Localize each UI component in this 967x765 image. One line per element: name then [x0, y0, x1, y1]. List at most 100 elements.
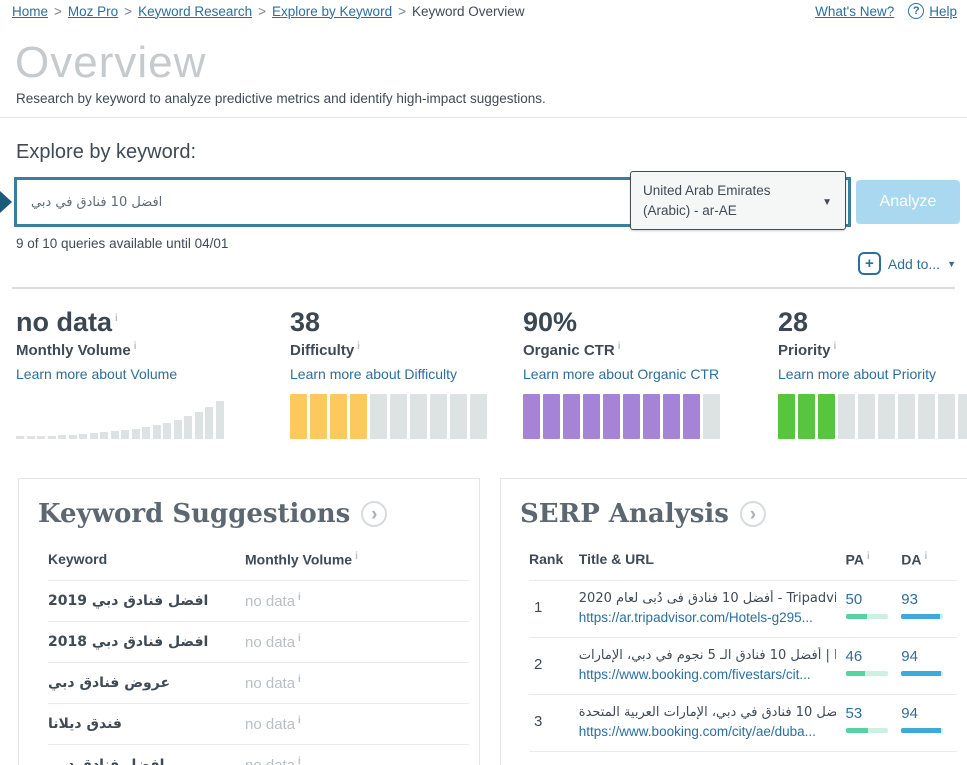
da-column-header: DA i	[901, 551, 928, 568]
info-icon[interactable]: i	[298, 632, 301, 644]
suggestion-keyword: عروض فنادق دبي	[48, 674, 171, 691]
bar-segment	[603, 394, 620, 439]
learn-more-difficulty-link[interactable]: Learn more about Difficulty	[290, 366, 458, 382]
volume-histogram	[16, 394, 290, 439]
serp-analysis-title: SERP Analysis ›	[501, 479, 967, 529]
domain-authority-value: 94	[901, 647, 918, 665]
bar-segment	[643, 394, 660, 439]
domain-authority-bar-fill	[901, 613, 941, 619]
bar-segment	[818, 394, 835, 439]
locale-select[interactable]: United Arab Emirates (Arabic) - ar-AE ▼	[630, 171, 846, 230]
bar-segment	[798, 394, 815, 439]
serp-result-url[interactable]: https://ar.tripadvisor.com/Hotels-g295..…	[578, 609, 813, 625]
volume-histogram-bar	[215, 401, 224, 439]
priority-label: Priority i	[778, 341, 837, 359]
bar-segment	[623, 394, 640, 439]
serp-rank: 3	[534, 712, 543, 730]
page-authority-bar	[845, 727, 888, 733]
domain-authority-bar	[901, 613, 944, 619]
bar-segment	[370, 394, 387, 439]
breadcrumb-explore-by-keyword[interactable]: Explore by Keyword	[272, 3, 393, 19]
open-suggestions-icon[interactable]: ›	[361, 501, 388, 527]
suggestion-row: عروض فنادق دبي no data i	[48, 661, 469, 703]
bar-segment	[450, 394, 467, 439]
volume-column-header: Monthly Volume i	[245, 551, 358, 568]
volume-histogram-bar	[184, 416, 192, 439]
metrics-row: no data i Monthly Volume i Learn more abou…	[16, 307, 967, 439]
volume-histogram-bar	[79, 434, 87, 439]
volume-histogram-bar	[173, 420, 182, 439]
learn-more-priority-link[interactable]: Learn more about Priority	[778, 366, 936, 382]
bar-segment	[330, 394, 347, 439]
open-serp-icon[interactable]: ›	[739, 501, 766, 527]
expand-arrow-icon[interactable]	[0, 191, 12, 213]
suggestion-keyword: افضل فنادق دبي 2018	[48, 633, 209, 650]
info-icon[interactable]: i	[357, 341, 360, 352]
whats-new-link[interactable]: What's New?	[815, 3, 895, 19]
organic-ctr-bar	[523, 394, 778, 439]
bar-segment	[583, 394, 600, 439]
help-label[interactable]: Help	[929, 3, 957, 19]
help-icon: ?	[908, 3, 925, 19]
volume-histogram-bar	[26, 436, 35, 439]
serp-rank: 2	[534, 655, 543, 673]
domain-authority: 93	[901, 590, 957, 628]
bar-segment	[430, 394, 447, 439]
info-icon[interactable]: i	[298, 673, 301, 685]
learn-more-organic-ctr-link[interactable]: Learn more about Organic CTR	[523, 366, 720, 382]
page-title: Overview	[15, 38, 207, 87]
bar-segment	[523, 394, 540, 439]
locale-line1: United Arab Emirates	[643, 183, 771, 198]
volume-histogram-bar	[16, 436, 24, 439]
metric-organic-ctr: 90% Organic CTR i Learn more about Organi…	[523, 307, 778, 439]
breadcrumb-home[interactable]: Home	[12, 3, 49, 19]
info-icon[interactable]: i	[298, 591, 301, 603]
bar-segment	[310, 394, 327, 439]
breadcrumb-keyword-research[interactable]: Keyword Research	[138, 3, 253, 19]
domain-authority-bar	[901, 670, 944, 676]
serp-result-url[interactable]: https://www.booking.com/city/ae/duba...	[578, 723, 816, 739]
info-icon[interactable]: i	[833, 341, 837, 352]
metric-difficulty: 38 Difficulty i Learn more about Difficul…	[290, 307, 523, 439]
info-icon[interactable]: i	[298, 755, 301, 765]
info-icon[interactable]: i	[133, 341, 137, 352]
chevron-down-icon: ▼	[947, 258, 956, 269]
add-to-button[interactable]: + Add to... ▼	[857, 252, 956, 275]
page-authority-value: 46	[845, 647, 863, 665]
serp-table-body: 1 أفضل 10 فنادق فى دُبى لعام 2020 - Tripa…	[529, 579, 957, 752]
bar-segment	[563, 394, 580, 439]
analyze-button[interactable]: Analyze	[856, 180, 960, 224]
serp-table-header: Rank Title & URL PA i DA i	[529, 551, 957, 580]
header-divider	[0, 117, 967, 118]
info-icon[interactable]: i	[115, 313, 118, 324]
volume-histogram-bar	[110, 431, 119, 439]
suggestion-row: افضل فنادق دبي 2018 no data i	[48, 620, 469, 662]
info-icon[interactable]: i	[617, 341, 621, 352]
domain-authority: 94	[901, 647, 957, 685]
info-icon[interactable]: i	[355, 551, 358, 562]
help-link[interactable]: ? Help	[908, 3, 957, 19]
serp-result-url[interactable]: https://www.booking.com/fivestars/cit...	[578, 666, 811, 682]
domain-authority-value: 93	[901, 590, 918, 608]
serp-result-title: أفضل 10 فنادق فى دُبى لعام 2020 - Tripad…	[578, 590, 836, 606]
info-icon[interactable]: i	[924, 551, 928, 562]
breadcrumb-moz-pro[interactable]: Moz Pro	[67, 3, 119, 19]
domain-authority: 94	[901, 704, 957, 742]
breadcrumb-separator: >	[54, 3, 62, 19]
suggestions-table: Keyword Monthly Volume i افضل فنادق دبي 2…	[48, 551, 469, 765]
rank-column-header: Rank	[529, 551, 564, 567]
info-icon[interactable]: i	[298, 714, 301, 726]
bar-segment	[858, 394, 875, 439]
serp-analysis-panel: SERP Analysis › Rank Title & URL PA i DA i…	[500, 478, 967, 765]
chevron-down-icon: ▼	[822, 197, 832, 208]
volume-histogram-bar	[121, 430, 129, 439]
breadcrumb-current-page: Keyword Overview	[411, 3, 525, 19]
serp-result-title: أفضل 10 فنادق الـ 5 نجوم في دبي، الإمارا…	[578, 647, 836, 663]
learn-more-volume-link[interactable]: Learn more about Volume	[16, 366, 178, 382]
page-authority-bar	[845, 613, 888, 619]
volume-histogram-bar	[163, 423, 171, 439]
volume-histogram-bar	[152, 425, 161, 439]
info-icon[interactable]: i	[866, 551, 870, 562]
page-authority: 53	[845, 704, 902, 742]
bar-segment	[918, 394, 935, 439]
